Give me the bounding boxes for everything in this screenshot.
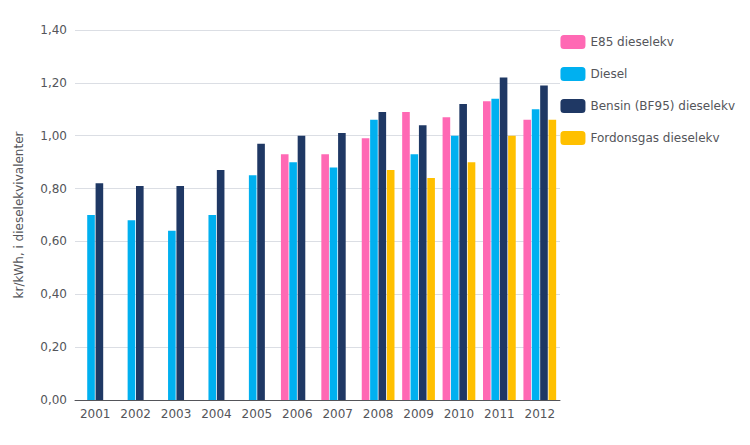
svg-text:Fordonsgas dieselekv: Fordonsgas dieselekv [590,131,719,145]
svg-text:2004: 2004 [201,407,232,421]
svg-text:0,00: 0,00 [40,393,67,407]
svg-text:2005: 2005 [242,407,273,421]
svg-text:2007: 2007 [322,407,353,421]
svg-text:0,80: 0,80 [40,182,67,196]
svg-text:2001: 2001 [80,407,111,421]
svg-text:E85 dieselekv: E85 dieselekv [590,35,673,49]
svg-text:Diesel: Diesel [590,67,627,81]
svg-text:2009: 2009 [403,407,434,421]
svg-text:2008: 2008 [363,407,394,421]
svg-text:2011: 2011 [484,407,515,421]
svg-text:Bensin (BF95) dieselekv: Bensin (BF95) dieselekv [590,99,735,113]
svg-text:1,20: 1,20 [40,76,67,90]
svg-text:kr/kWh, i dieselekvivalenter: kr/kWh, i dieselekvivalenter [12,131,26,298]
svg-text:1,00: 1,00 [40,129,67,143]
svg-text:2010: 2010 [444,407,475,421]
svg-text:2012: 2012 [525,407,556,421]
svg-text:0,60: 0,60 [40,234,67,248]
svg-text:0,40: 0,40 [40,287,67,301]
svg-text:2003: 2003 [161,407,192,421]
svg-text:0,20: 0,20 [40,340,67,354]
svg-text:2006: 2006 [282,407,313,421]
svg-text:1,40: 1,40 [40,23,67,37]
svg-text:2002: 2002 [120,407,151,421]
